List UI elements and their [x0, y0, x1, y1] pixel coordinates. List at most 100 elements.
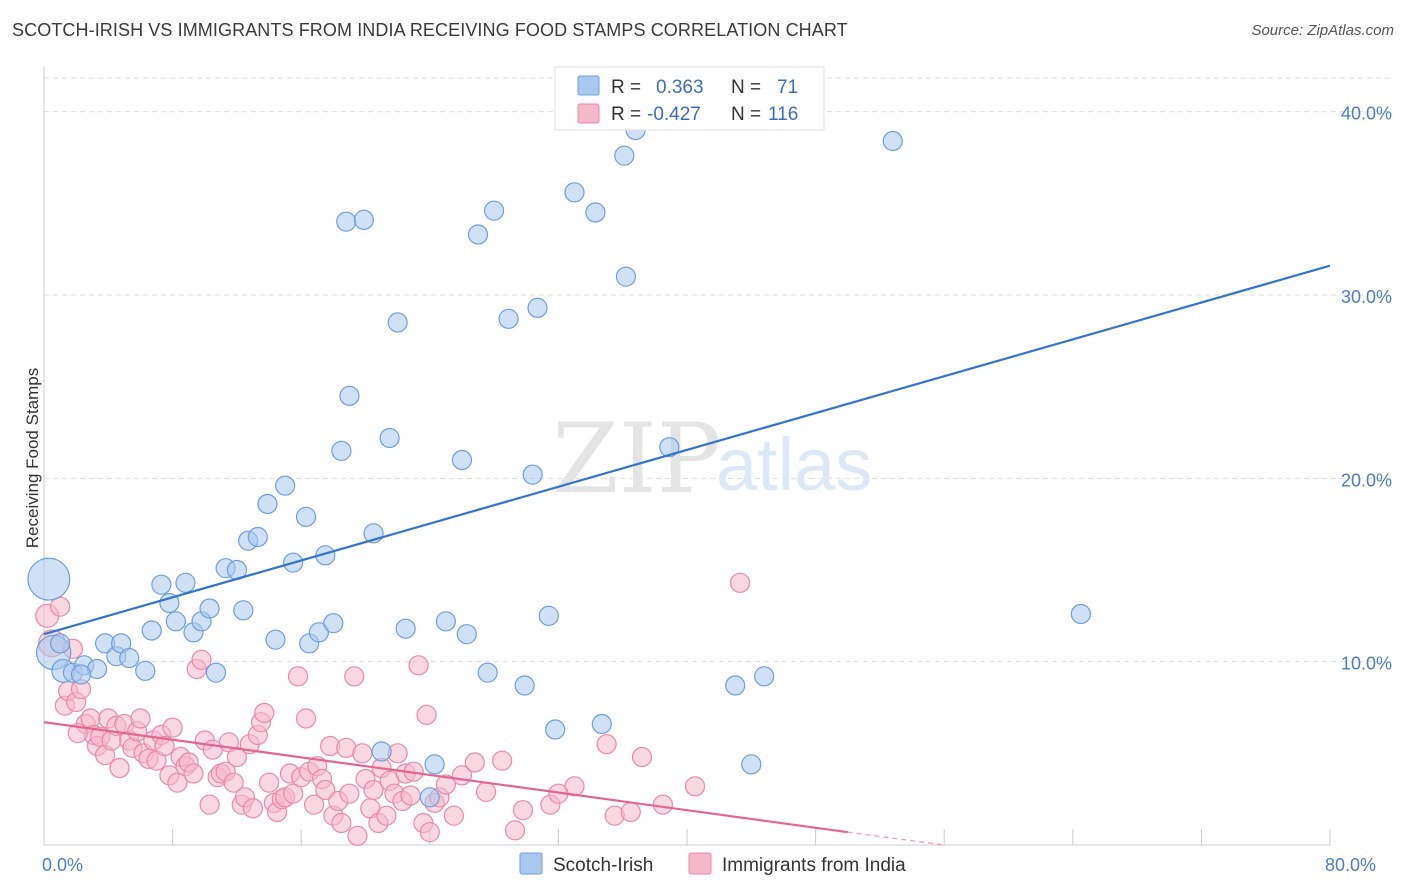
scotch-irish-point-33 [323, 613, 344, 634]
scotch-irish-point-44 [424, 754, 445, 775]
y-tick-label-2: 30.0% [1341, 287, 1392, 307]
scotch-irish-point-66 [754, 666, 775, 687]
scotch-irish-point-60 [614, 145, 635, 166]
scotch-irish-point-65 [741, 754, 762, 775]
scotch-irish-point-49 [477, 662, 498, 683]
india-point-9 [80, 708, 101, 729]
india-point-101 [475, 781, 497, 802]
tick-labels: 10.0% 20.0% 30.0% 40.0% 0.0% 80.0% [42, 104, 1392, 875]
y-tick-label-0: 10.0% [1341, 654, 1392, 674]
scotch-irish-point-57 [564, 182, 585, 203]
scotch-irish-point-14 [165, 611, 186, 632]
legend-n-label-1: N = [731, 77, 761, 98]
india-point-45 [223, 772, 244, 793]
watermark-atlas: atlas [716, 423, 872, 506]
legend-n-value-2: 116 [768, 104, 798, 125]
series-india-points [35, 572, 751, 846]
axes [43, 67, 1331, 846]
scotch-irish-point-61 [615, 266, 637, 287]
india-point-107 [596, 734, 617, 755]
india-trend-extension [847, 831, 945, 846]
india-point-30 [162, 717, 183, 738]
india-point-74 [339, 783, 360, 804]
legend-r-label-1: R = [611, 77, 641, 98]
india-point-35 [183, 763, 204, 784]
india-point-54 [258, 772, 280, 793]
legend-n-label-2: N = [731, 104, 761, 125]
india-trend-line [43, 721, 848, 834]
scotch-irish-point-67 [882, 130, 903, 152]
india-point-113 [729, 572, 751, 593]
india-point-53 [254, 702, 275, 724]
india-point-93 [416, 704, 437, 725]
scotch-irish-point-46 [451, 449, 473, 471]
scotch-irish-point-70 [49, 633, 71, 654]
scotch-irish-point-25 [257, 493, 278, 515]
scotch-irish-point-35 [336, 211, 357, 232]
scotch-irish-point-27 [275, 475, 296, 496]
india-point-72 [331, 812, 352, 834]
x-tick-label-1: 80.0% [1325, 855, 1376, 875]
scotch-irish-point-26 [265, 629, 286, 650]
scotch-irish-point-39 [371, 741, 392, 762]
bottom-legend-swatch-blue [519, 852, 543, 875]
india-point-103 [504, 820, 526, 841]
legend-r-value-2: -0.427 [647, 104, 701, 125]
scotch-irish-point-19 [205, 662, 227, 683]
india-point-65 [303, 794, 325, 815]
scotch-irish-point-22 [233, 600, 254, 621]
scotch-irish-point-48 [467, 224, 489, 245]
scotch-irish-point-43 [419, 787, 440, 808]
india-point-89 [400, 785, 421, 806]
y-tick-label-1: 20.0% [1341, 470, 1392, 490]
india-point-75 [344, 666, 365, 687]
y-axis-label: Receiving Food Stamps [23, 368, 42, 548]
scotch-irish-point-18 [199, 598, 220, 619]
india-point-60 [283, 783, 304, 804]
scotch-irish-point-58 [585, 202, 606, 223]
india-point-17 [109, 757, 130, 779]
india-point-91 [408, 655, 429, 676]
india-point-63 [295, 708, 317, 729]
india-point-80 [363, 779, 384, 801]
legend-swatch-pink [577, 103, 600, 124]
india-point-102 [492, 750, 513, 771]
bottom-legend-india: Immigrants from India [722, 855, 906, 876]
scotch-irish-point-37 [353, 209, 374, 230]
scotch-irish-point-55 [538, 605, 559, 626]
scotch-irish-point-64 [725, 675, 746, 696]
scotch-irish-point-47 [456, 624, 477, 645]
grid-lines [44, 77, 1392, 663]
scotch-irish-point-10 [135, 660, 156, 681]
scotch-irish-point-13 [159, 592, 180, 614]
y-tick-label-3: 40.0% [1341, 104, 1392, 124]
india-point-97 [435, 774, 456, 795]
scotch-irish-point-54 [527, 297, 548, 318]
legend-r-value-1: 0.363 [656, 77, 704, 98]
scotch-irish-point-53 [522, 464, 543, 485]
legend-n-value-1: 71 [777, 77, 798, 98]
india-point-68 [315, 779, 336, 801]
scotch-irish-point-12 [151, 574, 172, 595]
india-point-28 [154, 735, 175, 757]
india-point-104 [512, 800, 534, 821]
scotch-irish-point-68 [1070, 603, 1091, 625]
scotch-irish-point-9 [119, 647, 140, 669]
india-point-37 [191, 649, 212, 670]
india-point-94 [419, 822, 440, 843]
scotch-irish-point-34 [331, 440, 352, 461]
india-point-76 [347, 825, 368, 846]
scotch-irish-point-42 [395, 618, 416, 639]
scotch-irish-point-51 [498, 308, 519, 329]
india-point-111 [652, 794, 673, 815]
scotch-irish-point-36 [339, 385, 360, 406]
chart-title: SCOTCH-IRISH VS IMMIGRANTS FROM INDIA RE… [12, 20, 848, 40]
scotch-irish-point-40 [379, 427, 400, 449]
trend-lines [43, 264, 1331, 846]
watermark: ZIP atlas [552, 403, 872, 515]
india-point-98 [443, 805, 465, 826]
india-point-112 [684, 776, 706, 797]
source-credit: Source: ZipAtlas.com [1251, 22, 1394, 39]
india-point-39 [199, 794, 220, 815]
